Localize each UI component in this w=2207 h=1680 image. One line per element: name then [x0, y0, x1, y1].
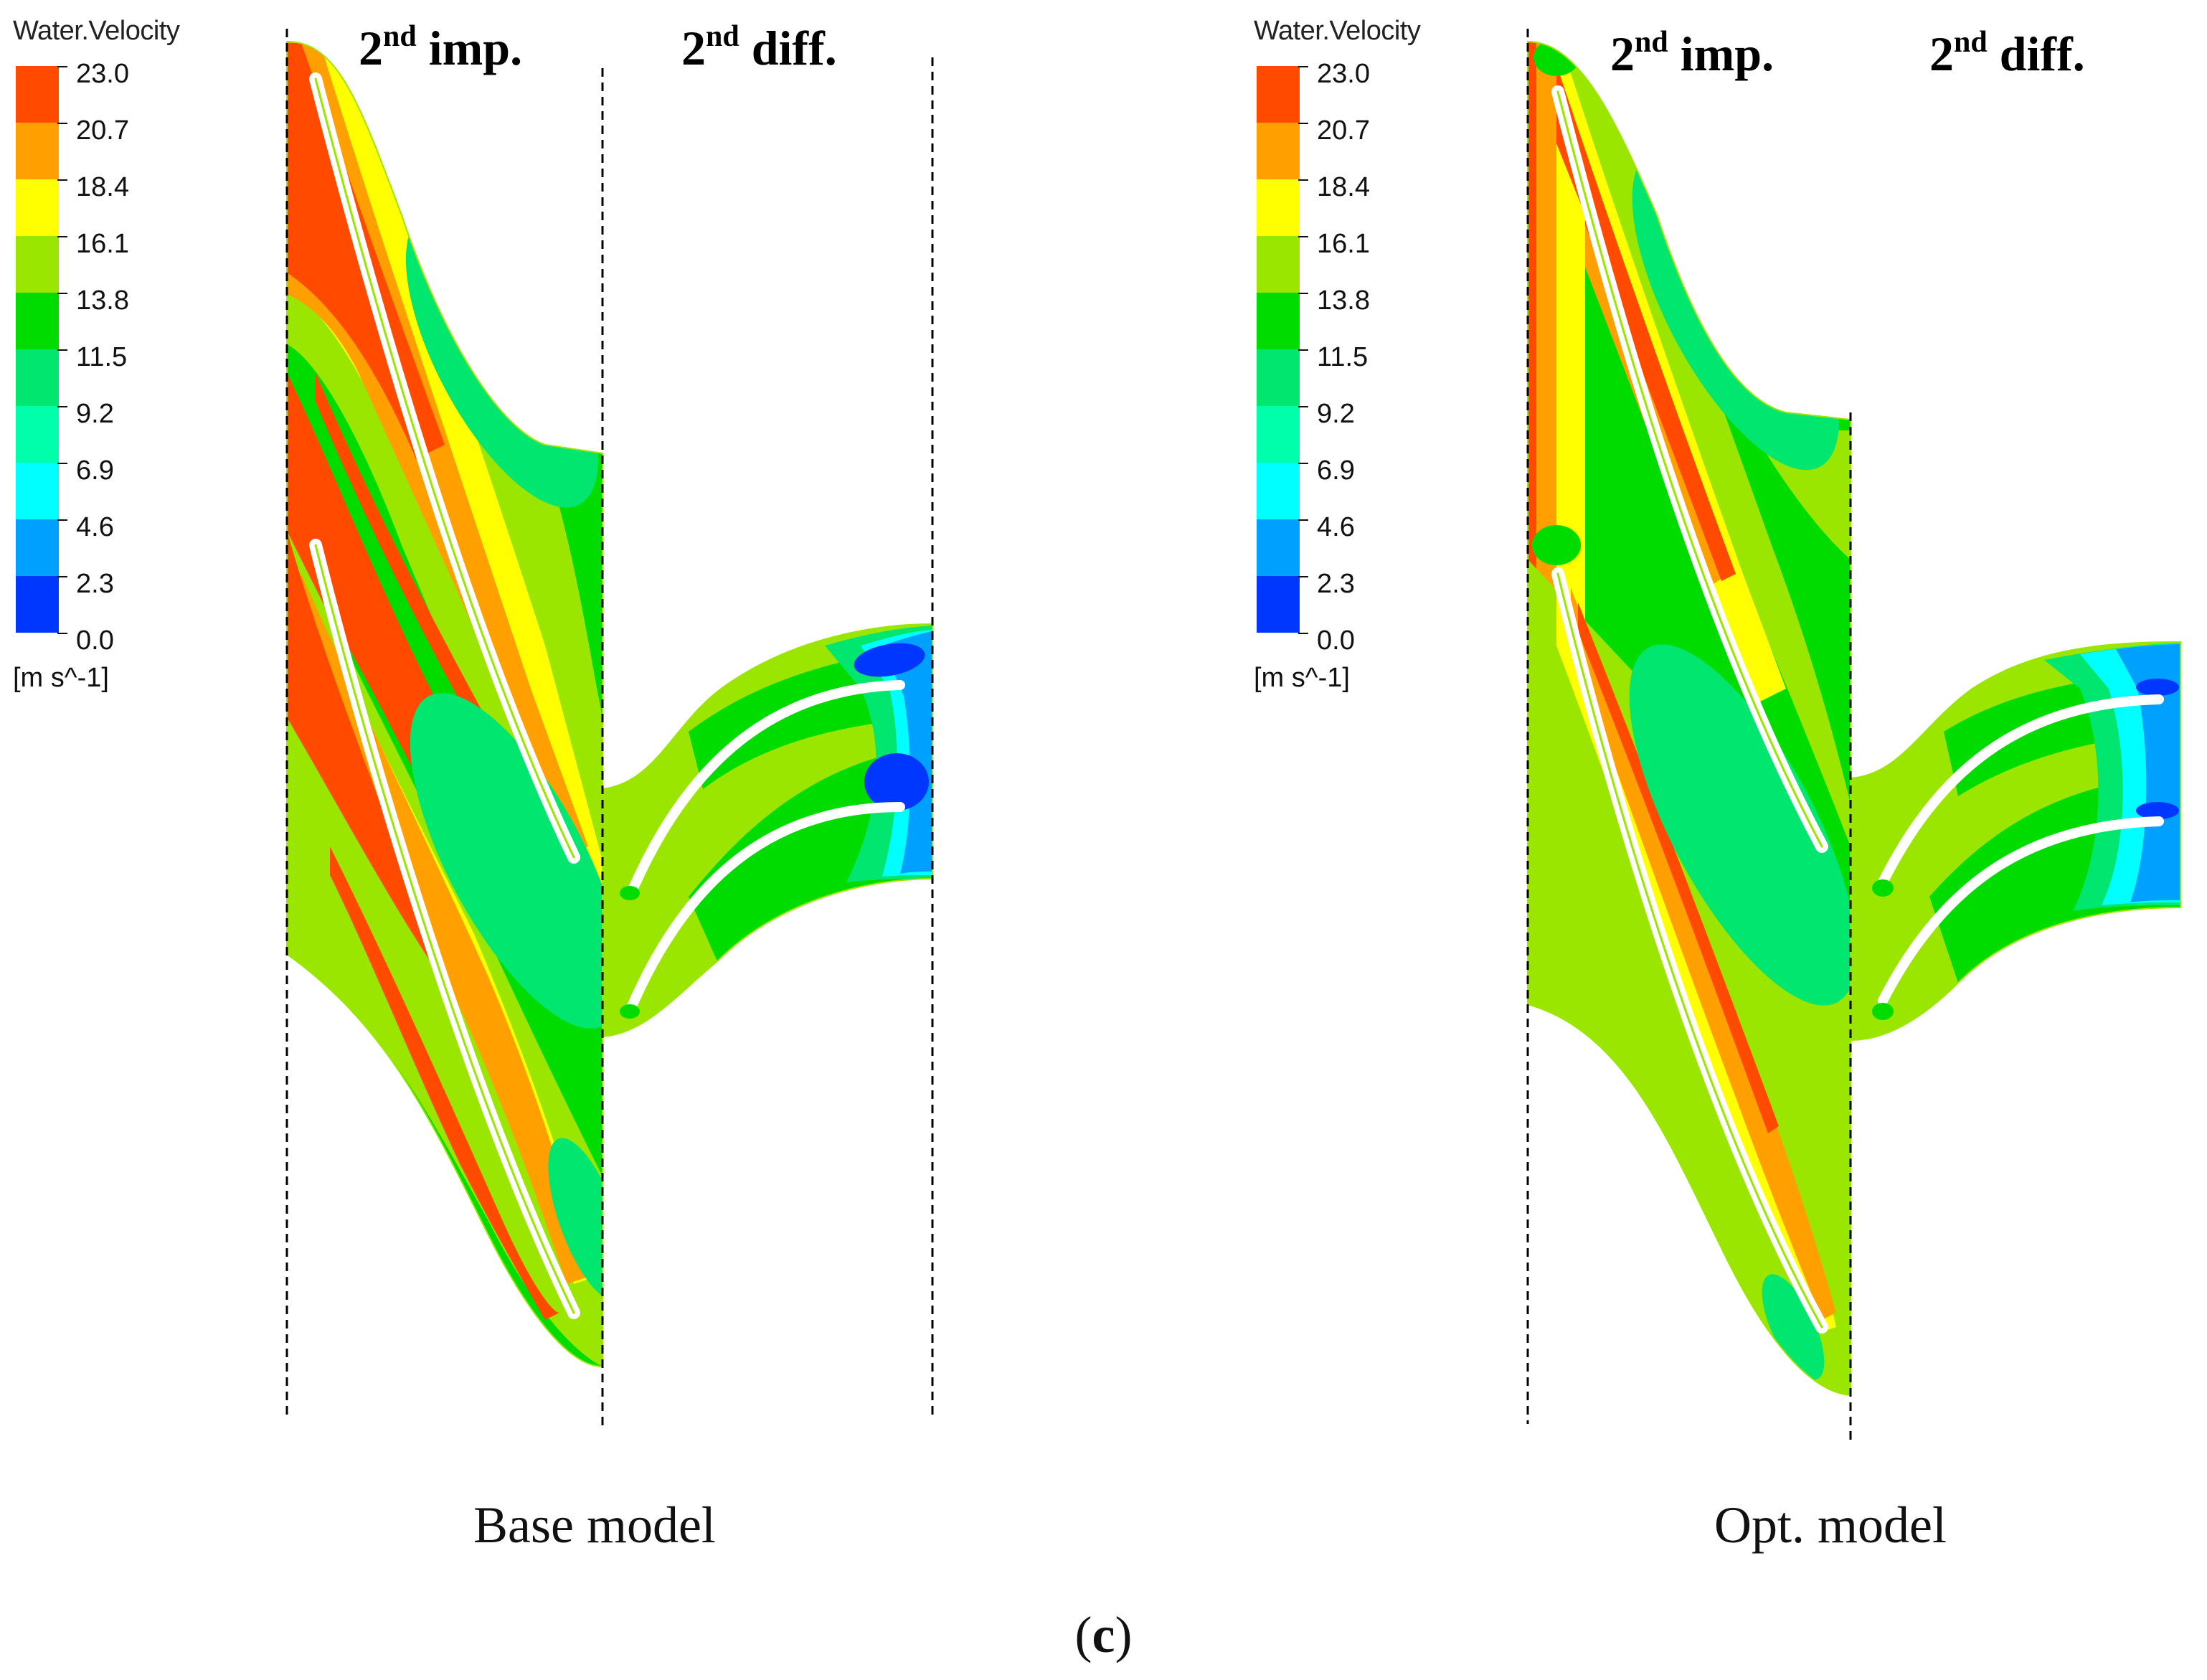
legend-swatch: [16, 123, 59, 179]
impeller-contour: [1528, 42, 1851, 1395]
legend-tickmark: [1298, 236, 1308, 237]
legend-colorbar: [1257, 66, 1300, 633]
header-diffuser: 2nd diff.: [1929, 26, 2085, 81]
figure-caption: (c): [1074, 1606, 1133, 1664]
legend-tickmark: [57, 633, 67, 634]
legend-tick: 13.8: [76, 285, 129, 316]
legend-tickmark: [57, 123, 67, 124]
diffuser-vane: [1878, 694, 2164, 887]
legend-tickmark: [1298, 123, 1308, 124]
legend-tick: 16.1: [1317, 229, 1370, 259]
impeller-contour: [287, 42, 602, 1367]
legend-swatch: [1257, 463, 1300, 519]
legend-tickmark: [1298, 633, 1308, 634]
legend-tick: 16.1: [76, 229, 129, 259]
legend-tick: 0.0: [76, 626, 114, 656]
legend-tickmark: [1298, 463, 1308, 464]
legend-swatch: [16, 236, 59, 293]
panel-base-model: Water.Velocity 23.0 20.7 18.4 16.1 13.8 …: [0, 0, 1103, 1680]
header-impeller: 2nd imp.: [1610, 26, 1774, 81]
legend-tick: 18.4: [1317, 172, 1370, 202]
legend-swatch: [16, 576, 59, 633]
velocity-contour-base: [285, 29, 934, 1427]
legend-tick: 0.0: [1317, 626, 1355, 656]
legend-tick: 23.0: [76, 59, 129, 89]
legend-tick: 23.0: [1317, 59, 1370, 89]
legend-tickmark: [57, 463, 67, 464]
legend-tick: 11.5: [76, 342, 128, 372]
panel-opt-model: Water.Velocity 23.0 20.7 18.4 16.1 13.8 …: [1241, 0, 2207, 1680]
legend-unit: [m s^-1]: [13, 663, 109, 693]
diffuser-vane: [626, 680, 905, 898]
legend-swatch: [1257, 349, 1300, 406]
legend-tick: 4.6: [1317, 512, 1355, 542]
diffuser-vane: [1878, 816, 2164, 1006]
legend-tick: 9.2: [1317, 399, 1355, 429]
legend-tickmark: [1298, 66, 1308, 67]
legend-tick: 20.7: [76, 115, 129, 146]
header-impeller: 2nd imp.: [359, 20, 523, 75]
legend-swatch: [1257, 66, 1300, 123]
legend-swatch: [1257, 179, 1300, 236]
legend-tickmark: [1298, 293, 1308, 294]
legend-colorbar: [16, 66, 59, 633]
legend-tick: 6.9: [76, 456, 114, 486]
legend-tick: 9.2: [76, 399, 114, 429]
legend-swatch: [16, 519, 59, 576]
legend-tickmark: [1298, 576, 1308, 577]
legend-tickmark: [1298, 406, 1308, 407]
legend-tickmark: [57, 406, 67, 407]
legend-tick: 4.6: [76, 512, 114, 542]
legend-swatch: [16, 406, 59, 463]
velocity-legend: Water.Velocity 23.0 20.7 18.4 16.1 13.8 …: [1254, 16, 1421, 693]
legend-swatch: [1257, 236, 1300, 293]
legend-tickmark: [57, 349, 67, 351]
legend-swatch: [16, 463, 59, 519]
model-label: Opt. model: [1714, 1496, 1947, 1554]
legend-title: Water.Velocity: [1254, 16, 1421, 46]
legend-swatch: [1257, 293, 1300, 349]
legend-swatch: [16, 179, 59, 236]
legend-tick: 6.9: [1317, 456, 1355, 486]
legend-tickmark: [57, 236, 67, 237]
legend-swatch: [16, 293, 59, 349]
legend-tickmark: [57, 519, 67, 521]
legend-tick: 18.4: [76, 172, 129, 202]
legend-tickmark: [57, 66, 67, 67]
diffuser-vane: [626, 802, 905, 1013]
velocity-contour-opt: [1526, 29, 2181, 1442]
model-label: Base model: [473, 1496, 716, 1554]
legend-title: Water.Velocity: [13, 16, 180, 46]
legend-tickmark: [1298, 519, 1308, 521]
legend-swatch: [16, 349, 59, 406]
legend-tickmark: [57, 179, 67, 181]
legend-tickmark: [57, 293, 67, 294]
legend-swatch: [1257, 123, 1300, 179]
legend-swatch: [16, 66, 59, 123]
legend-tickmark: [57, 576, 67, 577]
legend-tick: 11.5: [1317, 342, 1369, 372]
legend-tick: 13.8: [1317, 285, 1370, 316]
legend-tick: 2.3: [76, 569, 114, 599]
legend-swatch: [1257, 406, 1300, 463]
legend-tickmark: [1298, 349, 1308, 351]
velocity-legend: Water.Velocity 23.0 20.7 18.4 16.1 13.8 …: [13, 16, 180, 693]
legend-swatch: [1257, 576, 1300, 633]
legend-unit: [m s^-1]: [1254, 663, 1350, 693]
legend-tick: 2.3: [1317, 569, 1355, 599]
legend-swatch: [1257, 519, 1300, 576]
header-diffuser: 2nd diff.: [681, 20, 837, 75]
legend-tickmark: [1298, 179, 1308, 181]
legend-tick: 20.7: [1317, 115, 1370, 146]
